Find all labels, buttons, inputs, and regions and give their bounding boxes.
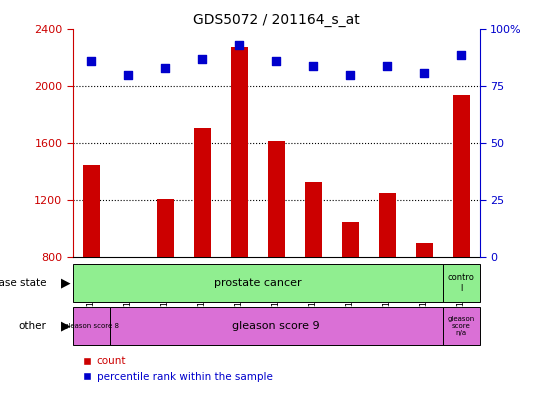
Bar <box>305 182 322 371</box>
Point <box>235 42 244 49</box>
Bar <box>83 165 100 371</box>
Point <box>124 72 133 78</box>
Bar <box>342 222 358 371</box>
Bar <box>453 95 469 371</box>
Bar <box>120 264 136 371</box>
Text: prostate cancer: prostate cancer <box>214 278 301 288</box>
Text: gleason
score
n/a: gleason score n/a <box>447 316 475 336</box>
Bar <box>443 264 480 302</box>
Bar <box>443 307 480 345</box>
Text: ▶: ▶ <box>60 320 70 333</box>
Legend: count, percentile rank within the sample: count, percentile rank within the sample <box>78 352 277 386</box>
Bar <box>110 307 443 345</box>
Bar <box>416 243 432 371</box>
Point <box>309 63 317 69</box>
Bar <box>157 199 174 371</box>
Point <box>383 63 391 69</box>
Bar <box>268 141 285 371</box>
Point <box>272 58 281 64</box>
Text: gleason score 9: gleason score 9 <box>232 321 320 331</box>
Text: other: other <box>18 321 46 331</box>
Point <box>457 51 466 58</box>
Point <box>198 56 206 62</box>
Point <box>420 70 429 76</box>
Bar <box>379 193 396 371</box>
Bar <box>194 128 211 371</box>
Title: GDS5072 / 201164_s_at: GDS5072 / 201164_s_at <box>193 13 360 27</box>
Bar <box>231 46 247 371</box>
Text: contro
l: contro l <box>448 273 475 293</box>
Point <box>346 72 355 78</box>
Bar <box>73 307 110 345</box>
Text: ▶: ▶ <box>60 276 70 290</box>
Point <box>161 65 170 72</box>
Text: disease state: disease state <box>0 278 46 288</box>
Point <box>87 58 95 64</box>
Text: gleason score 8: gleason score 8 <box>64 323 119 329</box>
